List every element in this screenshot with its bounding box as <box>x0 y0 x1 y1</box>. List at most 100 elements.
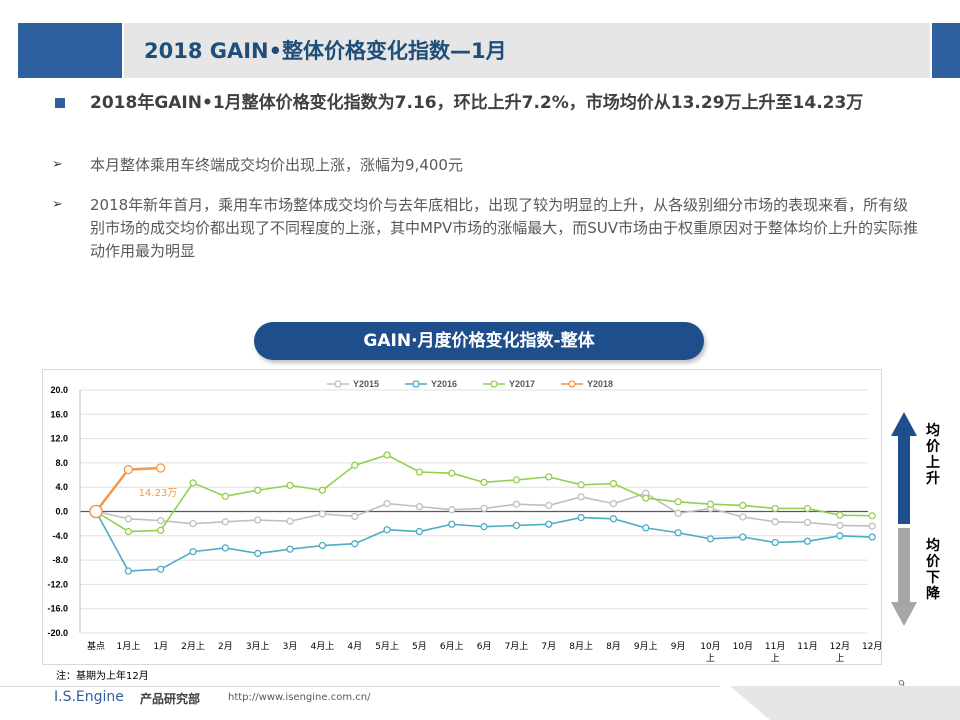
x-tick-label: 7月上 <box>505 641 529 652</box>
headline-bullet-icon <box>55 98 65 108</box>
y-tick-label: 16.0 <box>50 409 68 419</box>
chart-title-pill: GAIN·月度价格变化指数-整体 <box>254 322 704 360</box>
data-point-y2015 <box>545 501 553 510</box>
x-tick-label: 2月上 <box>181 641 205 652</box>
x-tick-label: 2月 <box>218 641 233 652</box>
x-tick-label: 11月 <box>765 641 785 652</box>
data-point-y2017 <box>771 504 779 513</box>
page-title: 2018 GAIN•整体价格变化指数—1月 <box>144 39 507 63</box>
data-point-y2015 <box>739 513 747 521</box>
headline-text: 2018年GAIN•1月整体价格变化指数为7.16，环比上升7.2%，市场均价从… <box>90 93 864 113</box>
data-point-y2015 <box>383 499 391 508</box>
legend-label-y2017: Y2017 <box>509 379 535 389</box>
header-left-block <box>18 23 122 78</box>
point-1-text: 本月整体乘用车终端成交均价出现上涨，涨幅为9,400元 <box>90 156 463 174</box>
data-point-y2015 <box>480 504 488 513</box>
down-arrow-icon <box>891 528 917 626</box>
y-tick-label: 20.0 <box>50 385 68 395</box>
data-point-y2016 <box>157 565 165 573</box>
data-point-y2017 <box>157 526 165 534</box>
data-point-y2016 <box>351 540 359 548</box>
data-label: 14.23万 <box>139 488 178 499</box>
data-point-y2015 <box>512 500 521 508</box>
series-line-y2016 <box>95 511 873 572</box>
y-tick-label: -16.0 <box>47 604 68 614</box>
x-tick-label: 11月 <box>797 641 817 652</box>
data-point-y2015 <box>124 515 132 523</box>
data-point-y2015 <box>189 519 197 528</box>
data-point-y2016 <box>739 533 747 541</box>
y-tick-label: 12.0 <box>50 434 68 444</box>
y-tick-label: 8.0 <box>55 458 68 468</box>
data-point-y2017 <box>254 486 262 494</box>
data-point-y2017 <box>706 500 715 508</box>
data-point-y2016 <box>124 567 132 575</box>
data-point-y2017 <box>221 492 230 500</box>
data-point-y2017 <box>189 479 197 487</box>
data-point-y2015 <box>609 499 618 508</box>
x-tick-label: 上 <box>706 653 715 664</box>
data-point-y2018 <box>89 504 103 519</box>
data-point-y2015 <box>318 510 327 518</box>
y-tick-label: -8.0 <box>52 555 68 565</box>
data-point-y2016 <box>221 544 230 552</box>
legend-marker-y2018 <box>568 380 576 388</box>
x-tick-label: 1月 <box>153 641 168 652</box>
legend-label-y2018: Y2018 <box>587 379 613 389</box>
data-point-y2016 <box>254 549 262 558</box>
data-point-y2016 <box>383 526 391 534</box>
point-2-text: 2018年新年首月，乘用车市场整体成交均价与去年底相比，出现了较为明显的上升，从… <box>90 196 919 260</box>
legend-marker-y2017 <box>490 380 498 388</box>
data-point-y2018 <box>123 464 133 475</box>
data-point-y2015 <box>868 522 876 530</box>
legend-label-y2016: Y2016 <box>431 379 457 389</box>
footer-url[interactable]: http://www.isengine.com.cn/ <box>228 692 371 703</box>
data-point-y2016 <box>642 524 650 532</box>
y-tick-label: -4.0 <box>52 531 68 541</box>
data-point-y2017 <box>545 473 553 481</box>
x-tick-label: 12月 <box>862 641 882 652</box>
price-down-label: 均价下降 <box>926 538 940 602</box>
x-tick-label: 上 <box>835 653 844 664</box>
x-tick-label: 9月上 <box>634 641 658 652</box>
data-point-y2015 <box>221 518 230 526</box>
data-point-y2017 <box>415 468 424 476</box>
x-tick-label: 4月 <box>347 641 362 652</box>
data-point-y2016 <box>674 529 682 537</box>
price-up-label: 均价上升 <box>926 423 940 487</box>
data-point-y2017 <box>383 451 391 459</box>
data-point-y2016 <box>577 513 585 522</box>
page-number: 9 <box>898 678 905 691</box>
data-point-y2017 <box>674 498 682 506</box>
data-point-y2015 <box>577 493 585 501</box>
legend-label-y2015: Y2015 <box>353 379 379 389</box>
data-point-y2015 <box>674 509 682 517</box>
data-point-y2017 <box>642 494 650 502</box>
data-point-y2016 <box>189 547 197 556</box>
data-point-y2017 <box>318 486 327 494</box>
data-point-y2015 <box>803 518 812 527</box>
y-tick-label: 0.0 <box>55 507 68 517</box>
data-point-y2015 <box>157 516 165 525</box>
footer-dept: 产品研究部 <box>140 692 201 706</box>
up-arrow-icon <box>891 412 917 524</box>
x-tick-label: 6月 <box>477 641 492 652</box>
data-point-y2018 <box>156 463 166 473</box>
header-bar <box>124 23 930 78</box>
x-tick-label: 5月 <box>412 641 427 652</box>
data-point-y2016 <box>771 538 779 547</box>
data-point-y2016 <box>286 545 294 553</box>
x-tick-label: 3月 <box>283 641 298 652</box>
data-point-y2017 <box>836 511 844 519</box>
footer-brand: I.S.Engine <box>54 689 124 705</box>
series-line-y2017 <box>95 454 873 533</box>
x-tick-label: 1月上 <box>116 641 140 652</box>
data-point-y2017 <box>609 479 618 488</box>
header-right-block <box>932 23 960 78</box>
x-tick-label: 上 <box>771 653 780 664</box>
data-point-y2017 <box>512 476 521 484</box>
y-tick-label: -20.0 <box>47 628 68 638</box>
data-point-y2015 <box>771 518 779 526</box>
chart-frame <box>42 369 882 665</box>
data-point-y2017 <box>739 501 747 510</box>
